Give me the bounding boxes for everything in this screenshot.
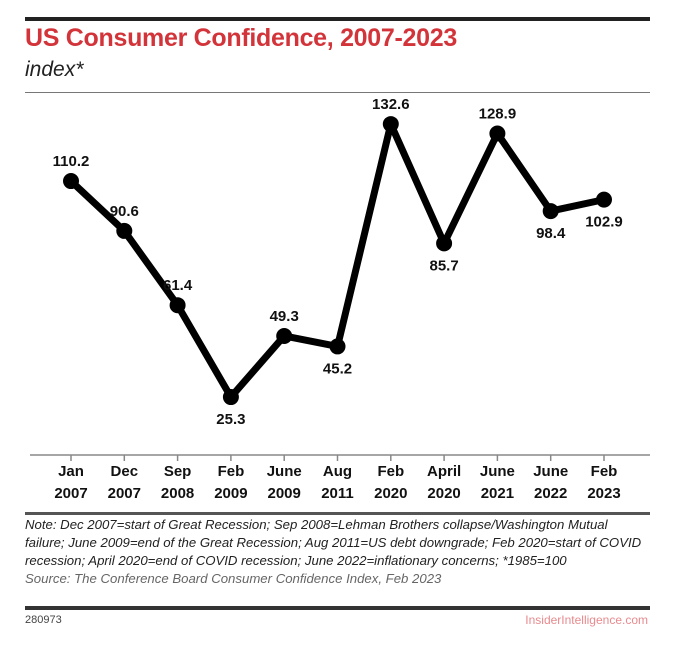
chart-id: 280973 — [25, 614, 62, 626]
title-divider — [25, 92, 650, 93]
data-point — [329, 338, 346, 355]
x-tick-label: 2007 — [54, 485, 87, 502]
note-top-rule — [25, 512, 650, 515]
data-point — [596, 191, 612, 208]
source-text: Source: The Conference Board Consumer Co… — [25, 571, 442, 586]
x-tick-label: June — [267, 463, 302, 480]
x-tick-label: June — [533, 463, 568, 480]
x-tick-label: 2009 — [268, 485, 301, 502]
x-tick-label: 2008 — [161, 485, 194, 502]
x-tick-label: Jan — [58, 463, 84, 480]
note-text: Note: Dec 2007=start of Great Recession;… — [25, 517, 642, 568]
x-tick-label: Sep — [164, 463, 192, 480]
x-tick-label: 2020 — [374, 485, 407, 502]
series-line — [68, 120, 605, 401]
x-tick-label: Dec — [111, 463, 139, 480]
data-label: 90.6 — [110, 203, 139, 220]
data-point — [63, 173, 79, 190]
x-tick-label: 2023 — [587, 485, 620, 502]
data-label: 45.2 — [323, 360, 352, 377]
data-point — [276, 327, 293, 344]
x-tick-label: 2007 — [108, 485, 141, 502]
data-label: 128.9 — [479, 105, 517, 122]
top-rule — [25, 17, 650, 21]
data-label: 110.2 — [53, 153, 90, 170]
brand-logo: InsiderIntelligence.com — [525, 613, 648, 627]
footer-rule — [25, 606, 650, 610]
line-chart: 110.2 Jan 2007 90.6 Dec 2007 61.4 Sep 2008 25.3 Fe… — [30, 96, 650, 502]
x-tick-label: Feb — [218, 463, 245, 480]
chart-title: US Consumer Confidence, 2007-2023 — [25, 24, 457, 52]
data-point — [169, 297, 186, 314]
x-tick-label: Aug — [323, 463, 352, 480]
x-tick-label: 2021 — [481, 485, 514, 502]
data-label: 85.7 — [429, 257, 458, 274]
data-label: 102.9 — [585, 214, 623, 231]
x-tick-label: 2009 — [214, 485, 247, 502]
x-tick-label: 2011 — [321, 485, 354, 502]
data-point — [116, 222, 133, 239]
data-label: 49.3 — [270, 308, 299, 325]
data-point — [222, 389, 239, 406]
x-tick-label: Feb — [591, 463, 618, 480]
x-tick-label: 2022 — [534, 485, 567, 502]
data-label: 132.6 — [372, 96, 410, 113]
data-label: 25.3 — [216, 411, 245, 428]
data-point — [542, 203, 559, 220]
data-point — [436, 235, 453, 252]
note-block: Note: Dec 2007=start of Great Recession;… — [25, 516, 645, 588]
x-tick-label: June — [480, 463, 515, 480]
data-label: 98.4 — [536, 225, 566, 242]
data-label: 61.4 — [163, 277, 193, 294]
x-tick-label: Feb — [377, 463, 404, 480]
data-point — [382, 116, 399, 133]
data-point — [489, 125, 506, 142]
x-tick-label: 2020 — [427, 485, 460, 502]
x-tick-label: April — [427, 463, 461, 480]
chart-subtitle: index* — [25, 58, 84, 81]
